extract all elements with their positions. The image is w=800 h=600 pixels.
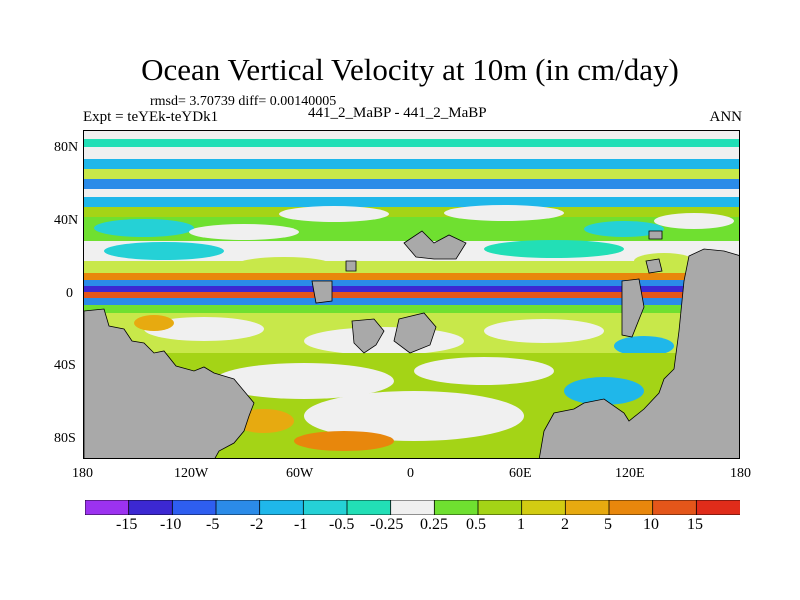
colorbar-swatch (215, 499, 261, 516)
colorbar-label: 5 (604, 516, 612, 533)
colorbar (84, 499, 741, 516)
colorbar-swatch (652, 499, 698, 516)
experiment-label: Expt = teYEk-teYDk1 (83, 109, 219, 125)
y-tick-80n: 80N (54, 140, 79, 155)
colorbar-label: 10 (643, 516, 659, 533)
colorbar-label: 2 (561, 516, 569, 533)
colorbar-label: 0.5 (466, 516, 486, 533)
x-tick-180w: 180 (72, 466, 93, 481)
colorbar-label: -0.5 (329, 516, 355, 533)
colorbar-swatch (302, 499, 348, 516)
colorbar-swatch (521, 499, 567, 516)
x-tick-120w: 120W (174, 466, 209, 481)
colorbar-swatch (128, 499, 174, 516)
colorbar-label: -10 (160, 516, 182, 533)
colorbar-label: 15 (687, 516, 703, 533)
x-tick-180e: 180 (730, 466, 751, 481)
season-label: ANN (709, 109, 743, 125)
x-tick-60w: 60W (286, 466, 314, 481)
y-tick-40n: 40N (54, 213, 79, 228)
colorbar-label: -2 (250, 516, 264, 533)
colorbar-swatch (346, 499, 392, 516)
vertical-velocity-field (84, 131, 739, 458)
colorbar-swatch (259, 499, 305, 516)
colorbar-swatch (433, 499, 479, 516)
colorbar-label: -0.25 (370, 516, 404, 533)
colorbar-label: -5 (206, 516, 220, 533)
plot-title: Ocean Vertical Velocity at 10m (in cm/da… (141, 52, 679, 87)
case-label: 441_2_MaBP - 441_2_MaBP (308, 105, 487, 121)
colorbar-label: 1 (517, 516, 525, 533)
colorbar-label: -1 (294, 516, 308, 533)
colorbar-swatch (608, 499, 654, 516)
map-panel (83, 130, 740, 459)
colorbar-swatch (171, 499, 217, 516)
y-tick-40s: 40S (54, 358, 76, 373)
colorbar-swatch (84, 499, 130, 516)
colorbar-swatch (390, 499, 436, 516)
colorbar-swatch (564, 499, 610, 516)
x-tick-60e: 60E (509, 466, 532, 481)
colorbar-label: -15 (116, 516, 138, 533)
stats-text: rmsd= 3.70739 diff= 0.00140005 (150, 94, 337, 109)
y-tick-80s: 80S (54, 431, 76, 446)
colorbar-swatches (84, 499, 741, 516)
x-tick-0: 0 (407, 466, 414, 481)
colorbar-label: 0.25 (420, 516, 448, 533)
x-tick-120e: 120E (615, 466, 645, 481)
colorbar-swatch (477, 499, 523, 516)
colorbar-swatch (695, 499, 741, 516)
y-tick-0: 0 (66, 286, 73, 301)
